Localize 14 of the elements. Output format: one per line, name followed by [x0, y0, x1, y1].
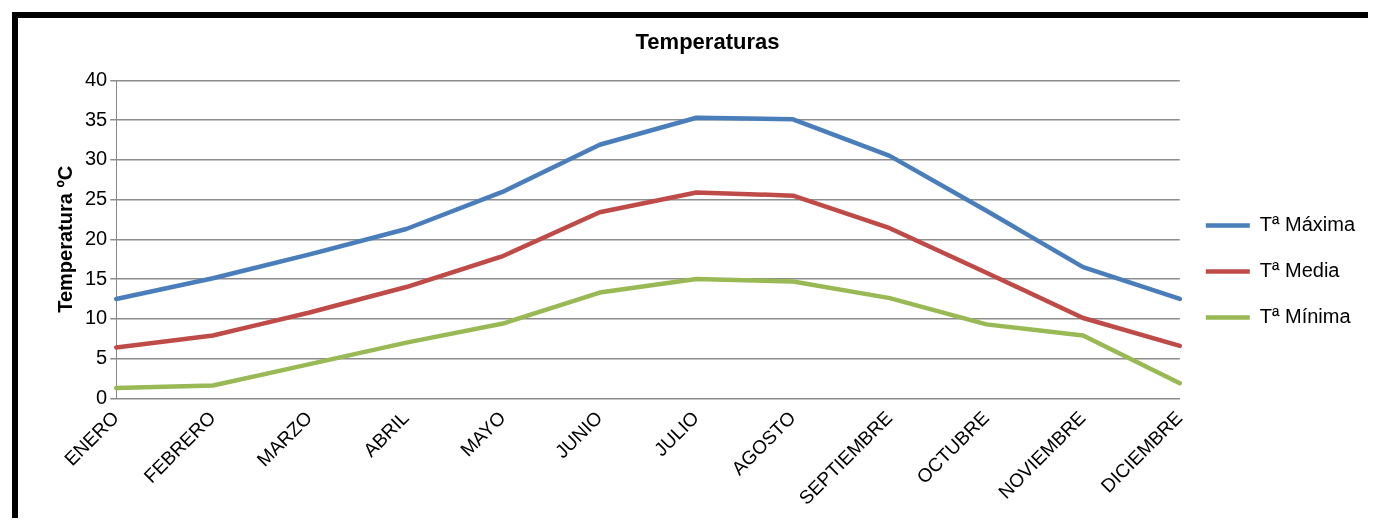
y-tick-label: 25 — [85, 187, 108, 210]
y-tick-label: 0 — [96, 385, 108, 408]
legend-label: Tª Mínima — [1259, 305, 1352, 328]
chart-title: Temperaturas — [635, 29, 780, 55]
y-tick-label: 40 — [85, 67, 108, 90]
y-tick-label: 35 — [85, 107, 108, 130]
y-tick-label: 15 — [85, 266, 108, 289]
y-tick-label: 30 — [85, 147, 108, 170]
y-tick-label: 20 — [85, 226, 108, 249]
y-tick-label: 5 — [96, 346, 108, 369]
legend-label: Tª Máxima — [1259, 213, 1356, 236]
y-tick-label: 10 — [85, 306, 108, 329]
y-axis-title: Temperatura ºC — [53, 165, 76, 313]
legend-label: Tª Media — [1259, 259, 1341, 282]
